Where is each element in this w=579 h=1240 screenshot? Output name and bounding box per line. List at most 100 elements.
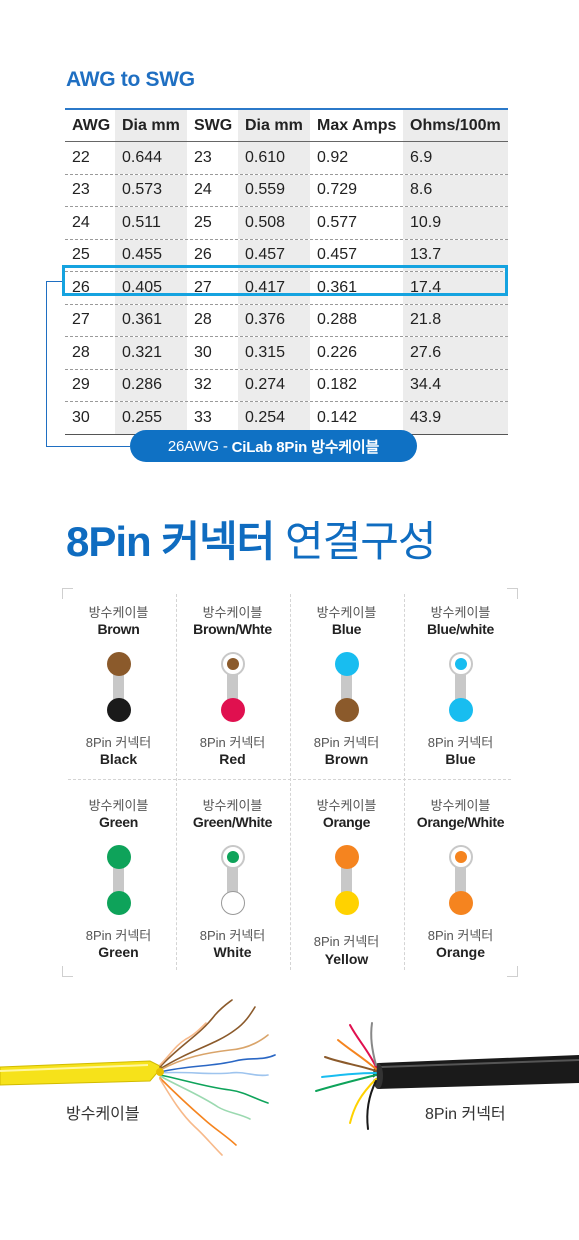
header-swg: SWG (194, 116, 233, 134)
cell-awg: 25 (72, 246, 90, 264)
connector-wire-dot (334, 891, 359, 915)
connector-color-name: Brown (324, 751, 369, 767)
connector-type-label: 8Pin 커넥터 (85, 928, 152, 943)
cell-ohms: 27.6 (403, 337, 508, 369)
cell-awg: 27 (72, 311, 90, 329)
cell-swg: 32 (194, 376, 212, 394)
cell-swg: 26 (194, 246, 212, 264)
pin-link-bar (455, 666, 466, 710)
table-body: 22 0.644 23 0.610 0.92 6.9 23 0.573 24 0.559 0.729… (65, 142, 508, 435)
pin-link-bar (227, 859, 238, 903)
cell-swg: 25 (194, 213, 212, 231)
cell-awg: 23 (72, 181, 90, 199)
cell-awg: 30 (72, 408, 90, 426)
waterproof-cable-image (0, 999, 276, 1156)
connector-wire-dot (106, 698, 131, 722)
wire-stripe-dot (454, 658, 467, 670)
cell-max-amps: 0.288 (317, 311, 358, 329)
pin-card: 방수케이블 Blue 8Pin 커넥터 Brown (290, 588, 403, 778)
table-row: 26 0.405 27 0.417 0.361 17.4 (65, 272, 508, 305)
connector-wire-dot (220, 698, 245, 722)
awg-swg-table: AWG Dia mm SWG Dia mm Max Amps Ohms/100m… (65, 108, 508, 435)
heading-strong: 8Pin 커넥터 (66, 518, 275, 565)
cable-wire-dot (106, 652, 131, 676)
connector-wire-dot (448, 891, 473, 915)
cable-color-name: Orange/White (416, 814, 505, 830)
header-ohms: Ohms/100m (403, 110, 508, 141)
cell-awg: 29 (72, 376, 90, 394)
connector-cable-caption: 8Pin 커넥터 (425, 1106, 506, 1123)
heading-light: 연결구성 (284, 518, 437, 565)
cable-color-name: Brown (97, 621, 140, 637)
connection-heading: 8Pin 커넥터 연결구성 (66, 508, 437, 569)
grid-corner (62, 966, 73, 977)
cell-swg: 24 (194, 181, 212, 199)
connector-type-label: 8Pin 커넥터 (313, 934, 380, 949)
cable-type-label: 방수케이블 (202, 605, 263, 620)
cable-wire-dot (220, 652, 245, 676)
callout-connector-top (46, 281, 62, 282)
connector-wire-dot (106, 891, 131, 915)
cell-awg-dia: 0.321 (115, 337, 187, 369)
callout-connector-bottom (46, 446, 130, 447)
header-max-amps: Max Amps (317, 116, 397, 134)
cable-type-label: 방수케이블 (88, 798, 149, 813)
cable-wire-dot (220, 845, 245, 869)
cable-type-label: 방수케이블 (202, 798, 263, 813)
table-row: 23 0.573 24 0.559 0.729 8.6 (65, 174, 508, 207)
grid-corner (507, 966, 518, 977)
cable-color-name: Green (99, 814, 138, 830)
wire-stripe-dot (454, 851, 467, 863)
cable-color-name: Blue/white (426, 621, 494, 637)
connector-color-name: Black (99, 751, 138, 767)
connector-color-name: White (213, 944, 252, 960)
cell-swg: 33 (194, 408, 212, 426)
connector-wire-dot (220, 891, 245, 915)
callout-product: CiLab 8Pin 방수케이블 (231, 438, 380, 456)
cable-wire-dot (334, 652, 359, 676)
cell-ohms: 10.9 (403, 207, 508, 239)
header-awg-dia: Dia mm (115, 110, 187, 141)
table-header-row: AWG Dia mm SWG Dia mm Max Amps Ohms/100m (65, 110, 508, 142)
callout-prefix: 26AWG - (167, 437, 228, 455)
connector-color-name: Blue (445, 751, 476, 767)
waterproof-cable-caption: 방수케이블 (66, 1106, 140, 1123)
table-title: AWG to SWG (66, 68, 195, 91)
cell-ohms: 8.6 (403, 174, 508, 206)
cell-ohms: 21.8 (403, 304, 508, 336)
connector-color-name: Orange (435, 944, 485, 960)
cell-swg-dia: 0.274 (238, 369, 310, 401)
pin-link-bar (227, 666, 238, 710)
connector-color-name: Green (98, 944, 139, 960)
cable-illustration (0, 999, 579, 1156)
callout-connector-line (46, 281, 47, 446)
cell-ohms: 13.7 (403, 239, 508, 271)
grid-corner (507, 588, 518, 599)
cable-color-name: Orange (322, 814, 371, 830)
cell-swg-dia: 0.610 (238, 142, 310, 174)
cell-awg: 22 (72, 148, 90, 166)
table-row: 27 0.361 28 0.376 0.288 21.8 (65, 304, 508, 337)
table-row: 24 0.511 25 0.508 0.577 10.9 (65, 207, 508, 240)
cell-swg: 30 (194, 343, 212, 361)
cell-swg: 28 (194, 311, 212, 329)
table-row: 29 0.286 32 0.274 0.182 34.4 (65, 369, 508, 402)
cell-awg-dia: 0.573 (115, 174, 187, 206)
cable-type-label: 방수케이블 (430, 798, 491, 813)
pin-link-bar (341, 859, 352, 903)
connector-type-label: 8Pin 커넥터 (427, 735, 494, 750)
cell-awg-dia: 0.455 (115, 239, 187, 271)
cell-awg-dia: 0.255 (115, 402, 187, 434)
connector-type-label: 8Pin 커넥터 (199, 928, 266, 943)
pin-card: 방수케이블 Brown/Whte 8Pin 커넥터 Red (176, 588, 289, 778)
cell-ohms: 43.9 (403, 402, 508, 434)
connector-wire-dot (448, 698, 473, 722)
cell-awg-dia: 0.644 (115, 142, 187, 174)
header-swg-dia: Dia mm (238, 110, 310, 141)
cable-wire-dot (448, 845, 473, 869)
cell-max-amps: 0.729 (317, 181, 358, 199)
cable-wire-dot (106, 845, 131, 869)
callout-badge: 26AWG - CiLab 8Pin 방수케이블 (130, 430, 417, 462)
connector-color-name: Yellow (324, 951, 369, 967)
pin-link-bar (113, 859, 124, 903)
